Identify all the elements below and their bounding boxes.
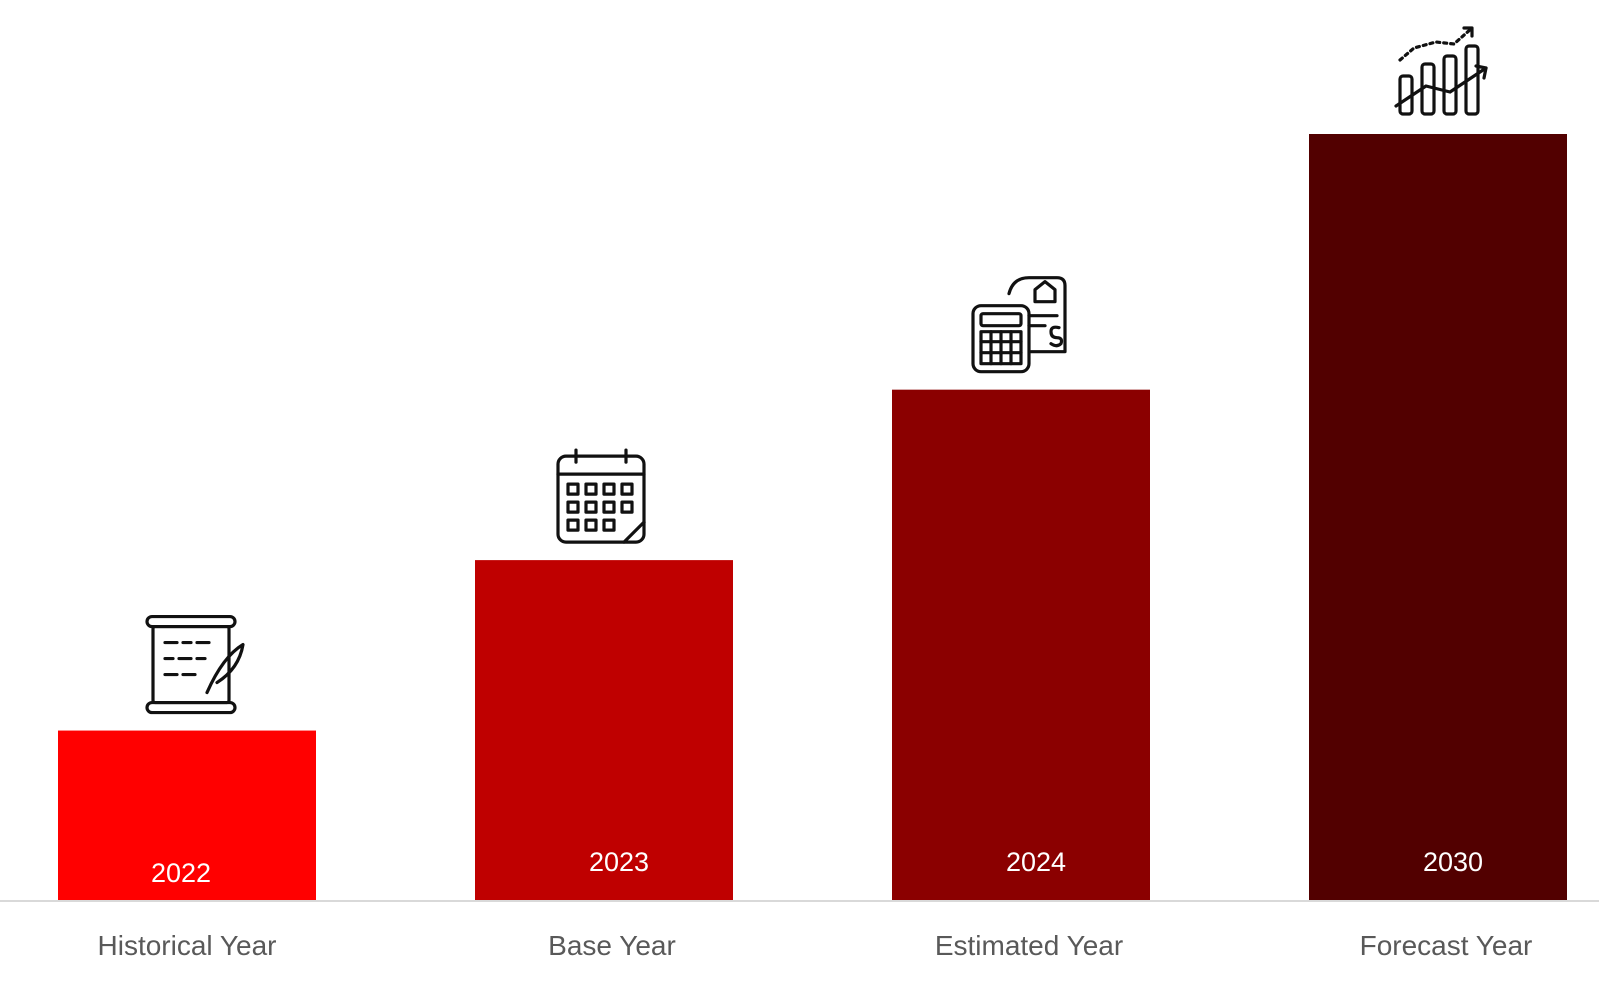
bars-group <box>58 134 1567 901</box>
bar-labels-group: 2022 2023 2024 2030 <box>151 847 1483 888</box>
category-label-forecast-year: Forecast Year <box>1360 930 1533 961</box>
bar-label-2022: 2022 <box>151 858 211 888</box>
category-labels-group: Historical Year Base Year Estimated Year… <box>98 930 1533 961</box>
growth-chart-icon <box>1394 26 1488 116</box>
category-label-estimated-year: Estimated Year <box>935 930 1123 961</box>
bar-label-2030: 2030 <box>1423 847 1483 877</box>
calculator-invoice-icon <box>971 276 1067 374</box>
category-label-historical-year: Historical Year <box>98 930 277 961</box>
bar-label-2023: 2023 <box>589 847 649 877</box>
bar-2030 <box>1309 134 1567 901</box>
scroll-icon <box>145 614 245 715</box>
bar-2024 <box>892 389 1150 901</box>
bar-2023 <box>475 560 733 901</box>
calendar-icon <box>556 448 646 544</box>
category-label-base-year: Base Year <box>548 930 676 961</box>
bar-2022 <box>58 730 316 901</box>
bar-label-2024: 2024 <box>1006 847 1066 877</box>
